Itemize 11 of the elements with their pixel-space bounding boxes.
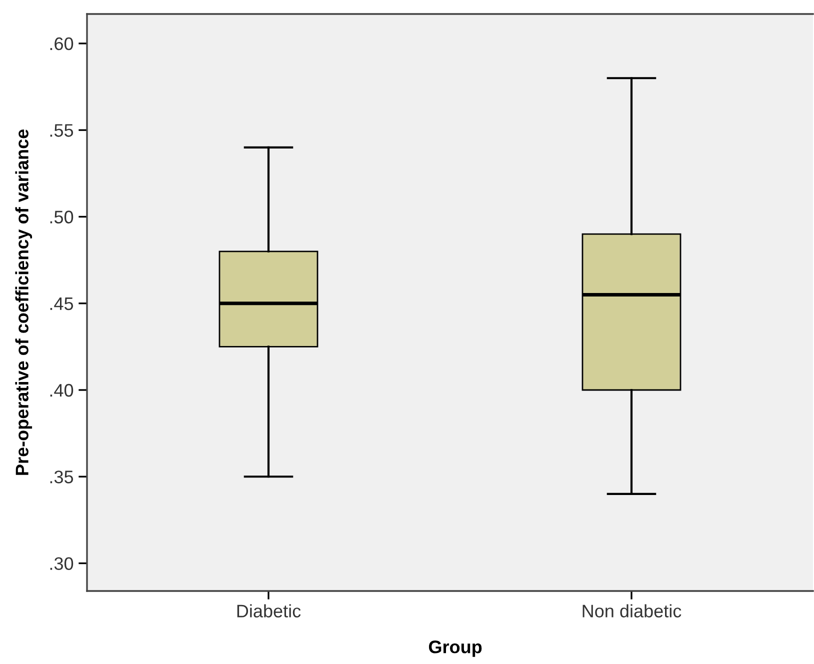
y-tick-label: .40: [50, 384, 74, 397]
y-tick-label: .30: [50, 557, 74, 570]
y-tick-label: .35: [50, 470, 74, 484]
x-axis-title: Group: [428, 640, 482, 657]
y-tick-label: .45: [50, 297, 74, 310]
y-tick-label: .60: [50, 37, 74, 50]
y-tick-label: .55: [50, 124, 74, 137]
x-tick-label: Non diabetic: [582, 604, 682, 618]
y-tick-label: .50: [50, 210, 74, 224]
x-tick-label: Diabetic: [237, 604, 301, 618]
y-axis-title: Pre-operative of coefficiency of variance: [15, 130, 32, 475]
